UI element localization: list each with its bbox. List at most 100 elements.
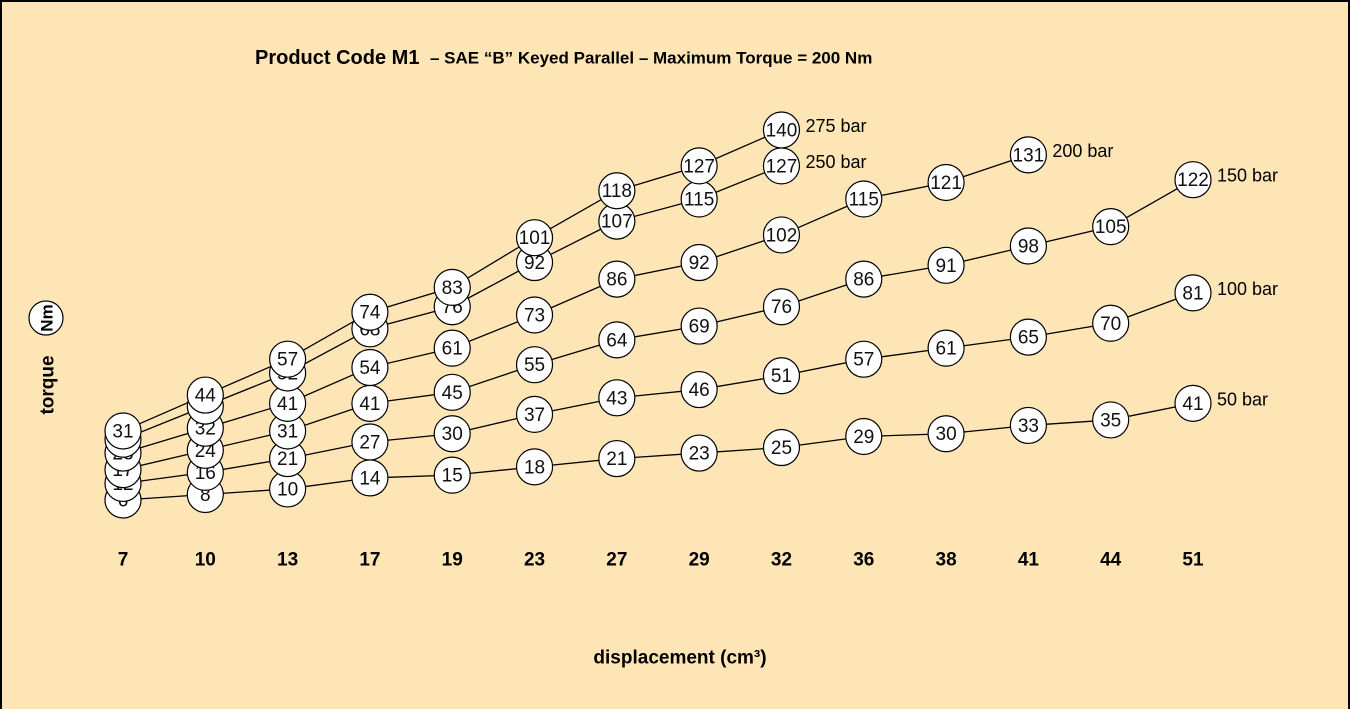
point-label: 131 <box>1013 145 1045 166</box>
point-label: 30 <box>442 424 463 445</box>
point-label: 122 <box>1177 170 1209 191</box>
x-tick-label: 51 <box>1182 550 1204 571</box>
series-label: 150 bar <box>1217 166 1278 186</box>
x-tick-label: 32 <box>771 550 792 571</box>
point <box>433 329 471 367</box>
point <box>1009 318 1047 356</box>
point <box>680 147 718 185</box>
point <box>845 417 883 456</box>
point-label: 98 <box>1018 236 1039 257</box>
point-label: 15 <box>442 466 463 487</box>
point-label: 121 <box>930 173 962 194</box>
point-label: 115 <box>684 190 714 211</box>
point-label: 92 <box>689 253 710 274</box>
point-label: 54 <box>359 358 381 379</box>
point-label: 76 <box>771 297 792 318</box>
point <box>598 172 636 210</box>
point-label: 21 <box>606 449 627 470</box>
point <box>515 219 554 257</box>
point <box>433 415 471 453</box>
point-label: 65 <box>1018 328 1039 349</box>
x-tick-label: 13 <box>277 550 298 571</box>
point-label: 83 <box>442 278 463 299</box>
point <box>598 439 636 478</box>
point-label: 86 <box>606 270 627 291</box>
x-axis-label: displacement (cm³) <box>593 648 766 669</box>
point-label: 41 <box>1182 394 1203 415</box>
x-tick-label: 38 <box>936 550 957 571</box>
point <box>515 448 554 486</box>
x-tick-label: 29 <box>689 550 710 571</box>
point-label: 14 <box>359 468 381 489</box>
point-label: 81 <box>1182 283 1203 304</box>
point <box>680 307 718 345</box>
point-label: 37 <box>524 405 545 426</box>
point-label: 57 <box>853 350 874 371</box>
point-label: 10 <box>277 479 298 500</box>
x-tick-label: 7 <box>118 550 129 571</box>
point-label: 61 <box>442 339 463 360</box>
point <box>1092 304 1130 342</box>
point-label: 70 <box>1100 314 1121 335</box>
point <box>104 412 142 450</box>
point-label: 91 <box>936 256 957 277</box>
point-label: 127 <box>766 156 798 177</box>
point <box>351 348 389 387</box>
point <box>598 379 636 417</box>
x-tick-label: 17 <box>359 550 380 571</box>
point-label: 64 <box>606 330 628 351</box>
point-label: 32 <box>195 419 216 440</box>
point <box>680 370 718 409</box>
point-label: 140 <box>766 121 798 142</box>
point <box>351 293 389 331</box>
point <box>186 376 224 414</box>
point-label: 51 <box>771 366 792 387</box>
x-tick-label: 23 <box>524 550 545 571</box>
point-label: 102 <box>766 225 798 246</box>
point-label: 21 <box>277 449 298 470</box>
point-label: 27 <box>359 433 380 454</box>
point <box>598 321 636 359</box>
point-label: 16 <box>195 463 216 484</box>
point-label: 73 <box>524 306 545 327</box>
point <box>1174 274 1212 312</box>
point-label: 44 <box>195 386 217 407</box>
chart-subtitle: – SAE “B” Keyed Parallel – Maximum Torqu… <box>430 49 872 68</box>
point-label: 101 <box>519 228 551 249</box>
point <box>433 456 471 494</box>
point <box>269 340 307 378</box>
point <box>433 373 471 411</box>
series-label: 275 bar <box>805 116 866 136</box>
point-label: 31 <box>277 421 298 442</box>
x-tick-label: 27 <box>606 550 627 571</box>
point <box>680 243 718 282</box>
point <box>762 357 801 395</box>
y-axis-label: torque <box>38 355 59 414</box>
point-label: 30 <box>936 424 957 445</box>
point-label: 107 <box>601 212 633 233</box>
x-tick-label: 41 <box>1018 550 1040 571</box>
point-label: 41 <box>359 394 380 415</box>
point-label: 86 <box>853 270 874 291</box>
point <box>1174 161 1212 199</box>
x-tick-label: 44 <box>1100 550 1122 571</box>
point <box>680 434 718 472</box>
point-label: 46 <box>689 380 710 401</box>
point-label: 31 <box>112 421 133 442</box>
point-label: 41 <box>277 394 298 415</box>
point-label: 35 <box>1100 410 1121 431</box>
point <box>927 163 965 202</box>
series-label: 50 bar <box>1217 389 1268 409</box>
point-label: 92 <box>524 253 545 274</box>
point-label: 69 <box>689 317 710 338</box>
point-label: 74 <box>359 303 381 324</box>
point <box>927 329 965 367</box>
point-label: 43 <box>606 388 627 409</box>
point <box>845 260 883 298</box>
x-tick-label: 19 <box>442 550 463 571</box>
point-label: 127 <box>683 156 715 177</box>
series-label: 200 bar <box>1052 141 1113 161</box>
series-label: 250 bar <box>805 152 866 172</box>
